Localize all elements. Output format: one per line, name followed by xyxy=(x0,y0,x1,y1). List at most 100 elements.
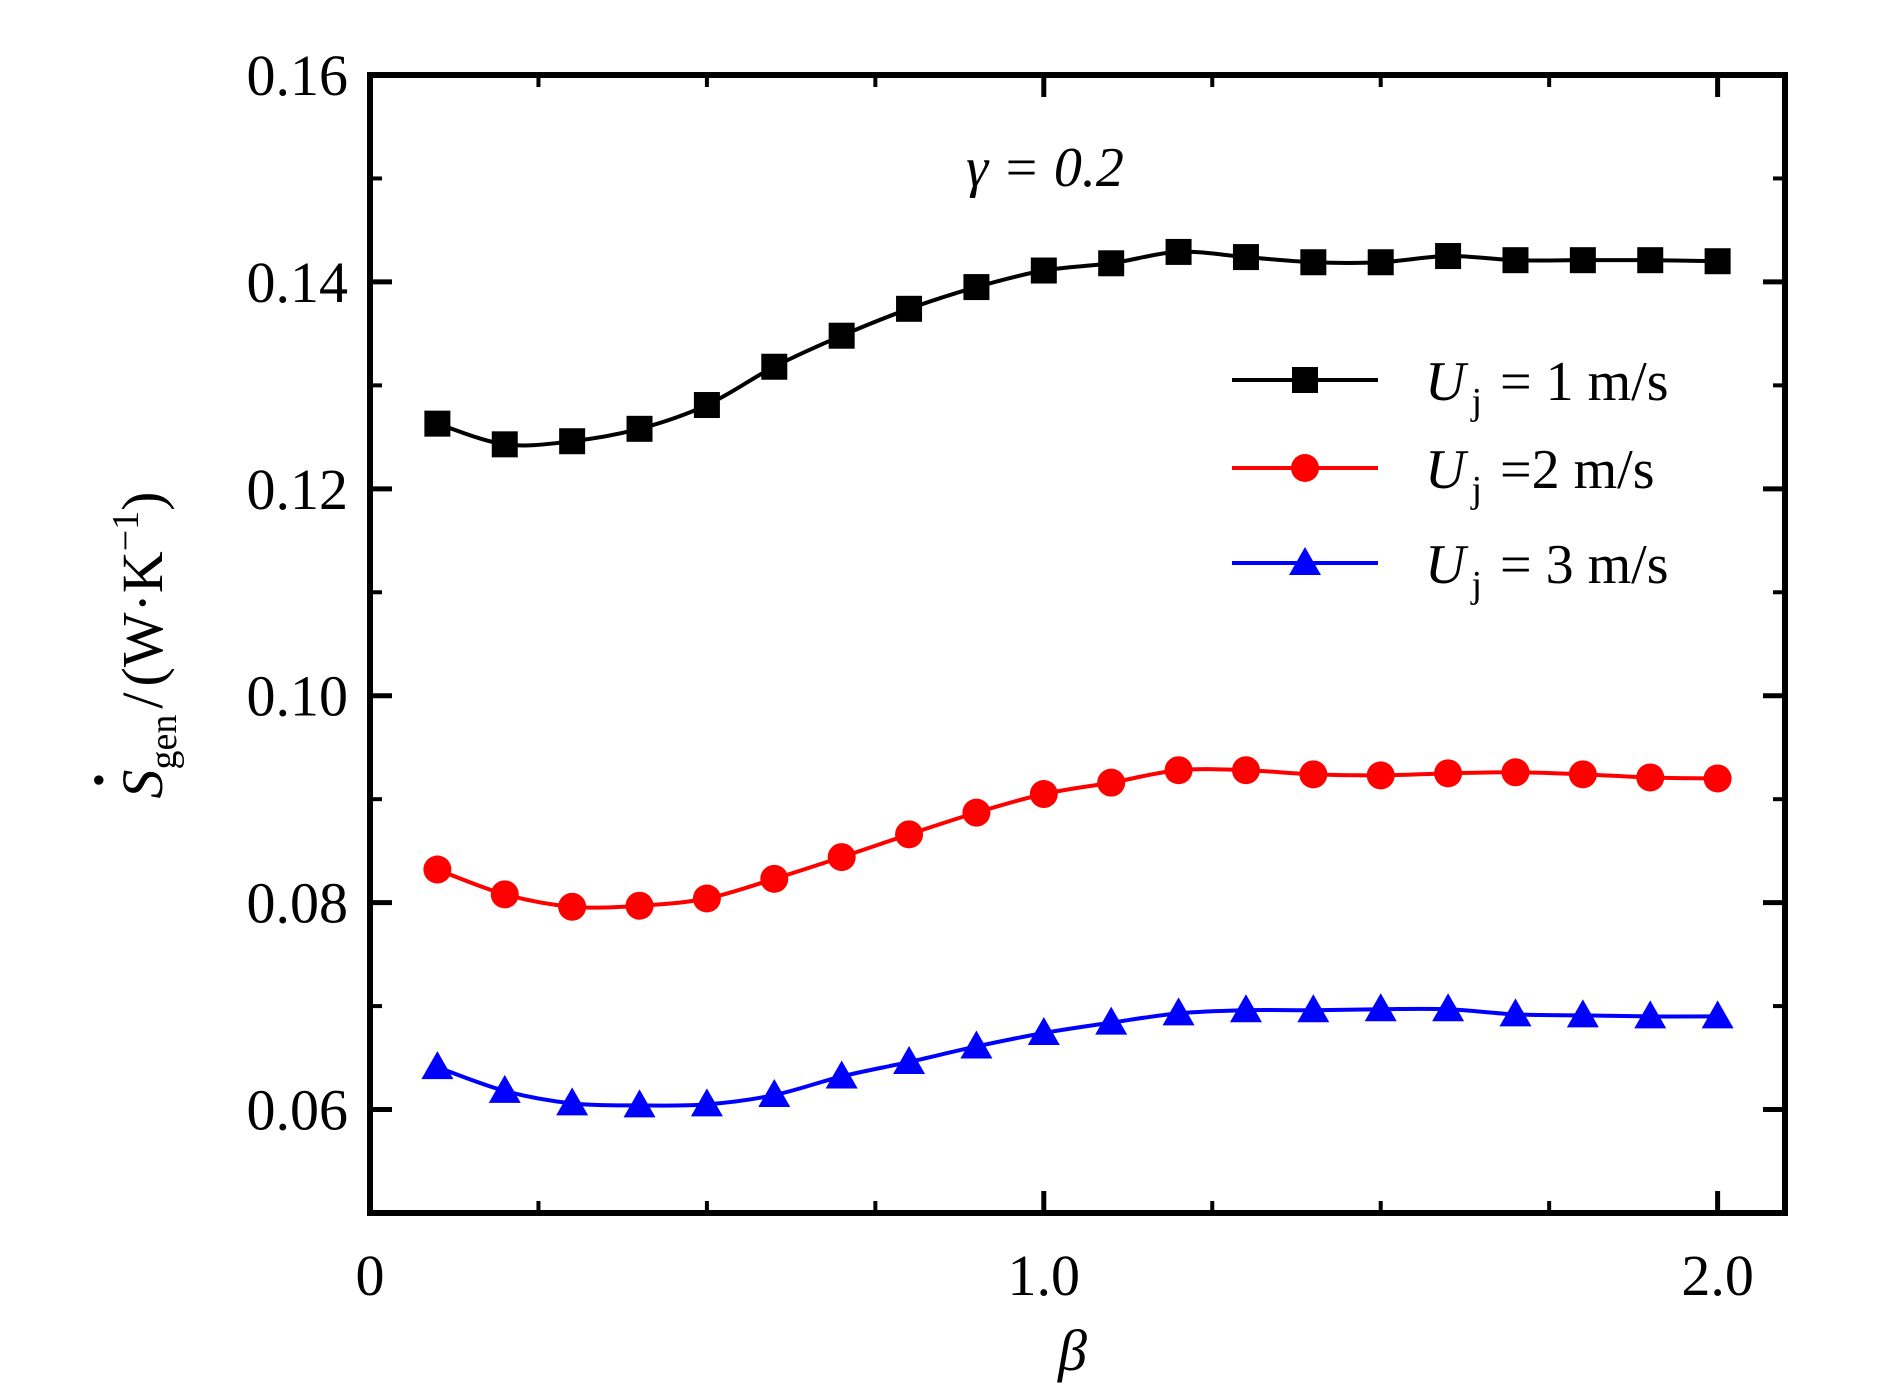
data-point-u1 xyxy=(896,295,923,322)
data-point-u1 xyxy=(693,392,720,419)
data-point-u2 xyxy=(962,798,991,827)
y-tick-label: 0.10 xyxy=(247,664,349,729)
plot-frame xyxy=(367,72,1788,1216)
data-point-u3 xyxy=(758,1079,791,1108)
data-point-u2 xyxy=(1164,756,1193,785)
data-point-u3 xyxy=(1364,993,1397,1022)
data-point-u3 xyxy=(1027,1016,1060,1045)
legend-label-symbol: U xyxy=(1425,534,1469,596)
y-axis-dot: · xyxy=(66,770,131,789)
y-axis-slash: / xyxy=(110,692,175,709)
data-point-u3 xyxy=(1566,999,1599,1028)
data-point-u2 xyxy=(423,855,452,884)
y-tick-label: 0.06 xyxy=(247,1078,349,1143)
data-point-u3 xyxy=(690,1088,723,1117)
data-point-u2 xyxy=(1029,780,1058,809)
y-axis-symbol: S xyxy=(110,770,175,799)
data-point-u3 xyxy=(556,1087,589,1116)
data-point-u3 xyxy=(1297,994,1330,1023)
y-tick-label: 0.08 xyxy=(247,871,349,936)
data-point-u1 xyxy=(1435,243,1462,270)
series-u1 xyxy=(424,238,1731,458)
y-tick-label: 0.14 xyxy=(247,250,349,315)
data-point-u2 xyxy=(1501,758,1530,787)
data-point-u1 xyxy=(963,274,990,301)
legend-label-rest: = 3 m/s xyxy=(1486,534,1669,596)
data-point-u2 xyxy=(1231,756,1260,785)
y-axis-subscript: gen xyxy=(143,715,185,770)
x-axis-label: β xyxy=(1057,1318,1087,1383)
data-point-u3 xyxy=(893,1045,926,1074)
data-point-u1 xyxy=(828,322,855,349)
x-tick-label: 0 xyxy=(356,1243,385,1308)
data-point-u3 xyxy=(1432,993,1465,1022)
data-point-u2 xyxy=(827,843,856,872)
y-tick-label: 0.12 xyxy=(247,457,349,522)
data-point-u2 xyxy=(1097,768,1126,797)
data-point-u3 xyxy=(623,1089,656,1118)
data-point-u1 xyxy=(1232,244,1259,271)
data-point-u2 xyxy=(1703,764,1732,793)
data-point-u2 xyxy=(1299,760,1328,789)
y-axis-units: (W·K xyxy=(110,551,175,686)
data-point-u3 xyxy=(1634,1000,1667,1029)
data-point-u1 xyxy=(761,353,788,380)
y-axis-label: Sgen / (W·K−1) · xyxy=(66,491,185,798)
x-tick-label: 1.0 xyxy=(1008,1243,1081,1308)
data-point-u1 xyxy=(1704,248,1731,275)
data-point-u3 xyxy=(825,1060,858,1089)
data-point-u1 xyxy=(559,428,586,455)
data-point-u2 xyxy=(692,884,721,913)
data-point-u2 xyxy=(558,892,587,921)
series-u3 xyxy=(421,993,1734,1118)
legend-label-subscript: j xyxy=(1469,381,1482,423)
y-axis-label-text: Sgen / (W·K−1) xyxy=(105,491,185,798)
x-tick-label: 2.0 xyxy=(1681,1243,1754,1308)
data-point-u1 xyxy=(1300,249,1327,276)
data-point-u1 xyxy=(1367,249,1394,276)
data-point-u3 xyxy=(1229,994,1262,1023)
data-point-u3 xyxy=(488,1074,521,1103)
data-point-u2 xyxy=(1434,759,1463,788)
legend-label-symbol: U xyxy=(1425,351,1469,413)
gamma-annotation: γ = 0.2 xyxy=(966,137,1124,199)
data-point-u2 xyxy=(490,880,519,909)
data-point-u2 xyxy=(625,891,654,920)
data-point-u1 xyxy=(1030,257,1057,284)
legend-label-symbol: U xyxy=(1425,439,1469,501)
data-point-u2 xyxy=(760,864,789,893)
legend-marker-u3 xyxy=(1289,547,1321,575)
data-point-u2 xyxy=(1568,760,1597,789)
y-tick-label: 0.16 xyxy=(247,43,349,108)
series-line-u2 xyxy=(436,767,1718,910)
data-point-u3 xyxy=(1095,1006,1128,1035)
legend-marker-u1 xyxy=(1292,367,1318,393)
data-point-u1 xyxy=(1165,238,1192,265)
legend-label-rest: =2 m/s xyxy=(1486,439,1655,501)
legend-marker-u2 xyxy=(1291,454,1319,482)
legend-label-subscript: j xyxy=(1469,564,1482,606)
legend-label-rest: = 1 m/s xyxy=(1486,351,1669,413)
data-point-u1 xyxy=(424,410,451,437)
y-axis-superscript: −1 xyxy=(105,511,147,551)
tick-layer xyxy=(367,72,1785,1215)
data-point-u1 xyxy=(1569,247,1596,274)
data-point-u3 xyxy=(1701,1000,1734,1029)
data-point-u1 xyxy=(1502,247,1529,274)
data-point-u3 xyxy=(1499,998,1532,1027)
data-point-u3 xyxy=(1162,997,1195,1026)
data-point-u1 xyxy=(491,431,518,458)
data-point-u2 xyxy=(1636,763,1665,792)
data-point-u3 xyxy=(421,1051,454,1080)
data-point-u1 xyxy=(626,415,653,442)
labels-layer: 0.06 0.08 0.10 0.12 0.14 0.16 0 1.0 2.0 β Sgen / (W·… xyxy=(66,43,1754,1383)
y-axis-close: ) xyxy=(110,491,175,510)
